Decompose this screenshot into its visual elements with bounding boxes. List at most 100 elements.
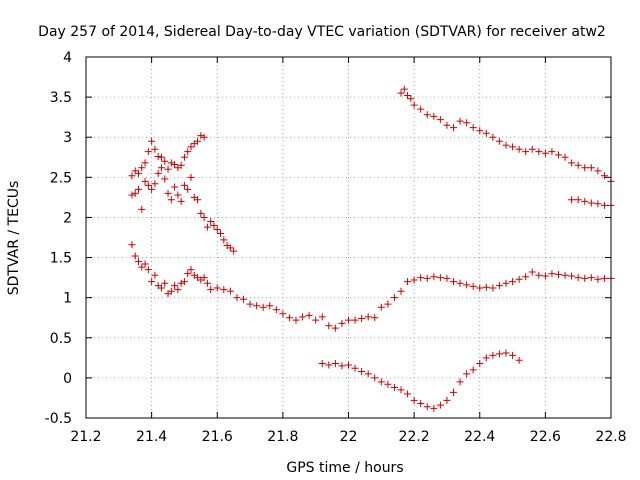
data-point — [522, 273, 530, 281]
data-point — [345, 361, 352, 369]
data-point — [509, 351, 517, 359]
data-point — [154, 152, 162, 160]
data-point — [522, 148, 530, 156]
data-point — [167, 159, 175, 167]
data-point — [436, 274, 444, 282]
data-point — [423, 111, 431, 119]
data-point — [450, 124, 457, 132]
data-point — [600, 274, 608, 282]
y-tick-label: 2.5 — [50, 170, 72, 186]
data-point — [345, 316, 352, 324]
x-tick-label: 21.4 — [136, 429, 167, 445]
data-point — [443, 396, 451, 404]
data-point — [482, 283, 490, 291]
data-point — [194, 196, 202, 204]
data-point — [161, 175, 169, 183]
data-point — [207, 286, 215, 294]
data-point — [161, 157, 169, 165]
data-point — [377, 303, 385, 311]
data-point — [171, 282, 179, 290]
data-point — [364, 313, 372, 321]
series-upper-right-track — [397, 85, 615, 185]
data-point — [151, 271, 159, 279]
x-tick-label: 22.8 — [595, 429, 626, 445]
data-point — [253, 302, 261, 310]
data-point — [233, 294, 241, 302]
data-point — [515, 145, 523, 153]
data-point — [210, 221, 218, 229]
data-point — [167, 287, 175, 295]
data-point — [138, 205, 146, 213]
data-point — [331, 359, 339, 367]
data-point — [338, 362, 346, 370]
data-point — [259, 303, 267, 311]
data-point — [594, 167, 602, 175]
data-point — [144, 148, 152, 156]
data-point — [482, 129, 490, 137]
series-right-tail-track — [568, 196, 615, 209]
data-point — [305, 311, 313, 319]
data-point — [177, 197, 185, 205]
data-point — [404, 278, 412, 286]
data-point — [495, 282, 503, 290]
data-point — [502, 349, 510, 357]
data-point — [207, 217, 215, 225]
data-point — [430, 112, 438, 120]
data-point — [203, 223, 211, 231]
data-point — [141, 159, 149, 167]
data-point — [246, 300, 254, 308]
data-point — [594, 200, 602, 208]
data-point — [171, 160, 179, 168]
data-point — [436, 401, 444, 409]
data-point — [430, 273, 438, 281]
data-point — [187, 143, 195, 151]
x-tick-label: 22.4 — [464, 429, 495, 445]
data-point — [180, 278, 188, 286]
data-point — [600, 201, 608, 209]
data-point — [568, 196, 576, 204]
data-point — [213, 284, 221, 292]
data-point — [397, 89, 405, 97]
data-point — [131, 252, 139, 260]
data-point — [456, 117, 464, 125]
data-point — [397, 287, 405, 295]
data-point — [184, 185, 192, 193]
data-point — [128, 241, 136, 249]
data-point — [194, 137, 202, 145]
data-point — [144, 181, 152, 189]
data-point — [226, 287, 234, 295]
data-point — [400, 85, 408, 93]
y-tick-labels: -0.5 0 0.5 1 1.5 2 2.5 3 3.5 4 — [45, 50, 72, 427]
data-point — [371, 374, 379, 382]
data-point — [541, 272, 549, 280]
data-point — [450, 388, 457, 396]
data-point — [128, 191, 136, 199]
data-point — [279, 310, 287, 318]
data-point — [161, 279, 169, 287]
data-point — [184, 270, 192, 278]
data-point — [174, 286, 182, 294]
data-point — [548, 148, 556, 156]
x-tick-label: 21.2 — [70, 429, 101, 445]
data-point — [574, 161, 582, 169]
data-point — [555, 270, 562, 278]
data-point — [157, 284, 165, 292]
data-point — [489, 133, 497, 141]
data-point — [266, 302, 274, 310]
chart-title: Day 257 of 2014, Sidereal Day-to-day VTE… — [38, 24, 606, 40]
series-middle-track — [128, 241, 615, 332]
data-point — [141, 177, 149, 185]
data-point — [200, 274, 208, 282]
data-point — [509, 278, 517, 286]
data-point — [430, 404, 438, 412]
data-point — [555, 151, 562, 159]
data-point — [138, 164, 146, 172]
data-point — [213, 225, 221, 233]
data-point — [220, 236, 228, 244]
data-point — [581, 164, 589, 172]
data-point — [568, 272, 576, 280]
data-point — [148, 137, 156, 145]
data-point — [469, 366, 477, 374]
y-tick-label: -0.5 — [45, 411, 72, 427]
data-point — [423, 403, 431, 411]
